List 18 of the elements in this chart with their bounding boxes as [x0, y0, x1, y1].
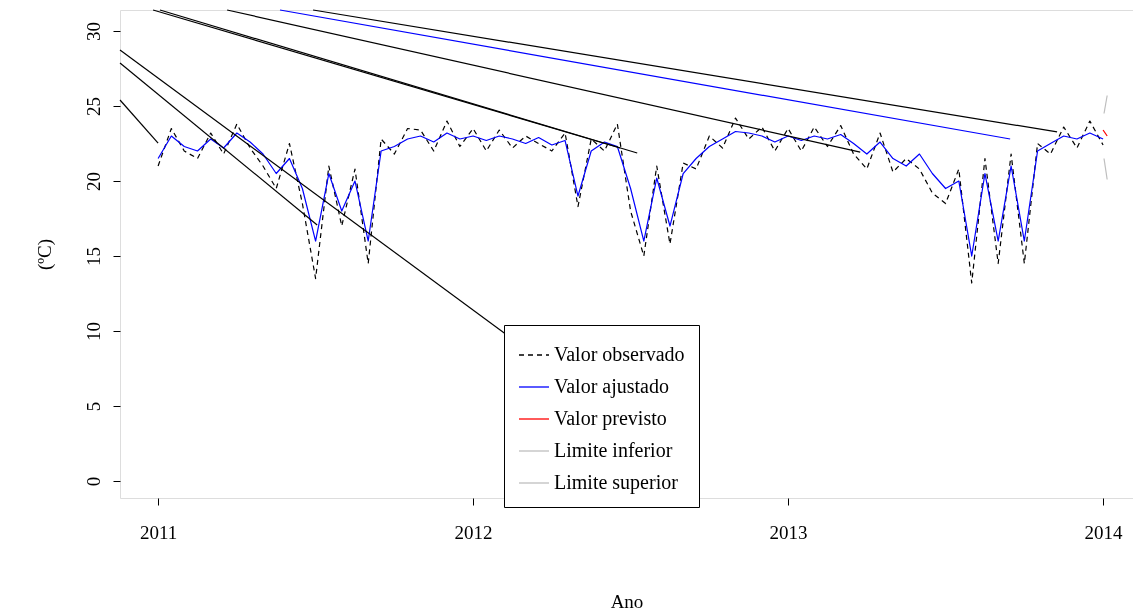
y-tick-label: 5	[82, 401, 104, 412]
y-tick-label: 20	[82, 172, 104, 192]
y-tick-label: 25	[82, 97, 104, 117]
legend-label: Limite inferior	[554, 439, 673, 461]
y-axis-title: (ºC)	[33, 238, 56, 271]
x-tick-label: 2012	[454, 521, 493, 543]
y-tick-label: 0	[82, 476, 104, 487]
y-tick-label: 10	[82, 322, 104, 342]
y-tick-label: 15	[82, 247, 104, 267]
x-tick-label: 2013	[769, 521, 808, 543]
x-tick-label: 2011	[139, 521, 178, 543]
y-tick-label: 30	[82, 22, 104, 41]
legend-label: Valor previsto	[554, 407, 667, 430]
legend-label: Valor observado	[554, 343, 685, 365]
legend-label: Valor ajustado	[554, 375, 669, 398]
legend-label: Limite superior	[554, 471, 679, 494]
x-axis-title: Ano	[610, 590, 644, 611]
x-tick-label: 2014	[1084, 521, 1124, 543]
